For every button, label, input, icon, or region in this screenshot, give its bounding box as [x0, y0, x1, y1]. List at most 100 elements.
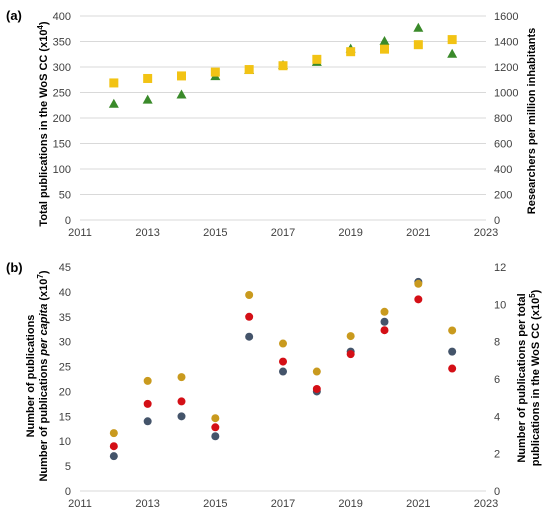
series-2-point [109, 429, 118, 438]
series-2-point [414, 279, 423, 288]
x-tick-label: 2013 [135, 498, 159, 510]
x-tick-label: 2019 [338, 227, 362, 239]
series-1-point [210, 67, 220, 77]
panel-b: (b) Number of publications Number of pub… [6, 260, 542, 510]
series-2-point [279, 339, 287, 348]
series-1-point [447, 35, 457, 45]
y-right-tick-label: 4 [494, 411, 500, 423]
y-left-tick-label: 15 [59, 411, 71, 423]
series-0-point [176, 89, 187, 99]
series-0-point [448, 347, 457, 356]
series-1-point [380, 44, 389, 54]
panel-b-y-left-title-line2: Number of publications per capita (x107) [36, 270, 50, 481]
y-left-tick-label: 45 [59, 262, 71, 274]
y-right-tick-label: 1400 [494, 37, 518, 49]
panel-b-y-left-title-line1: Number of publications [25, 315, 37, 438]
x-tick-label: 2023 [474, 498, 498, 510]
y-left-tick-label: 5 [65, 461, 71, 473]
series-1-point [211, 423, 220, 432]
series-1-point [346, 350, 355, 359]
series-1-point [177, 397, 186, 406]
panel-a: (a) Total publications in the WoS CC (x1… [6, 8, 538, 239]
y-right-tick-label: 600 [494, 139, 512, 151]
y-right-tick-label: 12 [494, 262, 506, 274]
x-tick-label: 2017 [271, 498, 295, 510]
y-left-tick-label: 0 [65, 215, 71, 227]
y-right-tick-label: 200 [494, 190, 512, 202]
y-left-tick-label: 0 [65, 486, 71, 498]
series-0-point [279, 367, 287, 376]
y-left-tick-label: 50 [59, 190, 71, 202]
y-left-tick-label: 200 [53, 113, 71, 125]
series-2-point [211, 414, 220, 423]
series-1-point [279, 357, 287, 366]
y-left-tick-label: 400 [53, 11, 71, 23]
y-left-tick-label: 150 [53, 139, 71, 151]
series-1-point [346, 47, 356, 57]
y-left-tick-label: 10 [59, 436, 71, 448]
y-right-tick-label: 0 [494, 486, 500, 498]
series-1-point [312, 384, 321, 393]
panel-b-y-right-title-line1: Number of publications per total [516, 293, 528, 462]
series-2-point [312, 367, 321, 376]
x-tick-label: 2023 [474, 227, 498, 239]
series-1-point [414, 295, 423, 304]
panel-a-y-right-title: Researchers per million inhabitants [526, 28, 538, 214]
y-right-tick-label: 0 [494, 215, 500, 227]
x-tick-label: 2015 [203, 498, 227, 510]
series-1-point [177, 71, 186, 81]
series-0-point [177, 412, 186, 421]
x-tick-label: 2015 [203, 227, 227, 239]
x-tick-label: 2011 [68, 498, 92, 510]
series-0-point [413, 22, 424, 32]
x-tick-label: 2019 [338, 498, 362, 510]
series-1-point [143, 399, 152, 408]
series-2-point [177, 373, 186, 382]
y-left-tick-label: 300 [53, 62, 71, 74]
x-tick-label: 2017 [271, 227, 295, 239]
panel-b-label: (b) [6, 260, 23, 275]
y-right-tick-label: 1000 [494, 88, 518, 100]
y-left-tick-label: 40 [59, 287, 71, 299]
x-tick-label: 2013 [135, 227, 159, 239]
series-1-point [413, 40, 423, 50]
y-right-tick-label: 8 [494, 337, 500, 349]
series-0-point [379, 35, 390, 45]
panel-b-y-right-title-line2: publications in the WoS CC (x105) [528, 289, 542, 466]
series-1-point [109, 442, 118, 451]
y-right-tick-label: 2 [494, 449, 500, 461]
series-1-point [143, 73, 153, 83]
series-0-point [143, 417, 152, 426]
series-2-point [380, 307, 389, 316]
series-0-point [211, 432, 220, 441]
x-tick-label: 2021 [406, 498, 430, 510]
y-left-tick-label: 250 [53, 88, 71, 100]
series-0-point [380, 317, 389, 326]
panel-a-y-left-title: Total publications in the WoS CC (x104) [36, 21, 50, 226]
series-1-point [244, 65, 254, 75]
y-left-tick-label: 350 [53, 37, 71, 49]
series-2-point [448, 326, 457, 335]
x-tick-label: 2011 [68, 227, 92, 239]
x-tick-label: 2021 [406, 227, 430, 239]
series-1-point [109, 78, 119, 88]
y-left-tick-label: 25 [59, 362, 71, 374]
series-0-point [142, 94, 153, 104]
series-0-point [447, 48, 458, 58]
y-left-tick-label: 30 [59, 337, 71, 349]
y-right-tick-label: 400 [494, 164, 512, 176]
series-1-point [278, 61, 288, 71]
series-1-point [380, 326, 389, 335]
y-left-tick-label: 35 [59, 312, 71, 324]
y-right-tick-label: 1600 [494, 11, 518, 23]
series-0-point [245, 332, 254, 341]
series-2-point [245, 291, 254, 299]
series-1-point [448, 364, 457, 373]
y-right-tick-label: 1200 [494, 62, 518, 74]
y-left-tick-label: 20 [59, 386, 71, 398]
y-right-tick-label: 800 [494, 113, 512, 125]
series-0-point [109, 452, 118, 461]
series-0-point [108, 98, 119, 108]
series-1-point [245, 312, 254, 321]
